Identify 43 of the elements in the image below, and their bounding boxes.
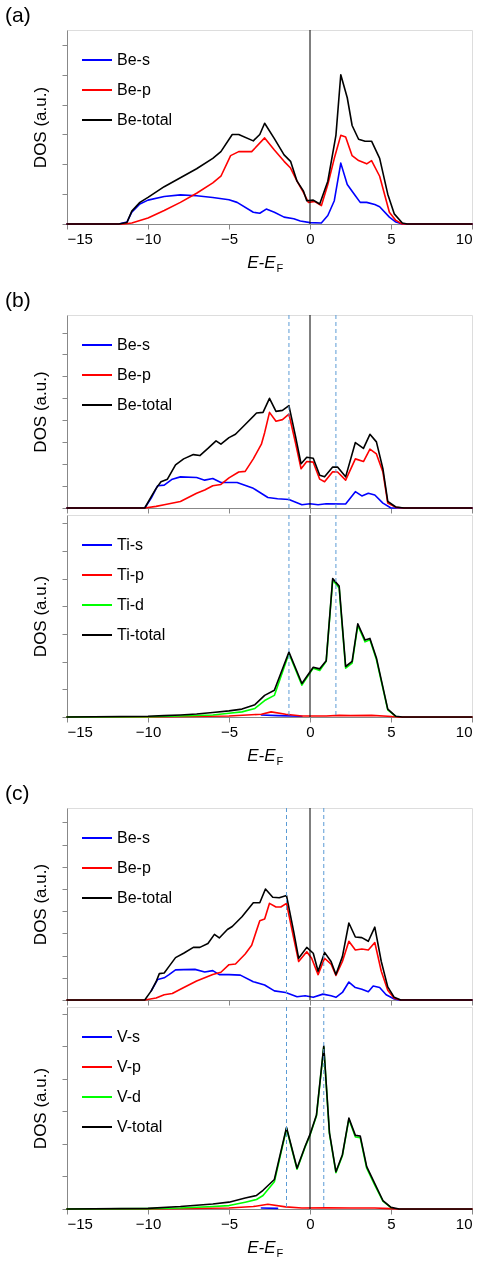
- legend-label: V-s: [117, 1028, 141, 1045]
- x-tick-label: −5: [220, 722, 239, 740]
- legend-label: Ti-p: [117, 566, 145, 583]
- x-tick-label: 10: [455, 229, 473, 247]
- legend-label: Be-total: [117, 111, 173, 128]
- legend-label: Ti-total: [117, 626, 166, 643]
- x-tick-label: −5: [220, 1214, 239, 1232]
- legend-label: Be-total: [117, 396, 173, 413]
- x-tick-label: −10: [135, 229, 162, 247]
- x-tick-label: −15: [67, 1214, 93, 1232]
- legend-label: Be-s: [117, 336, 150, 353]
- x-tick-label: 0: [306, 229, 315, 247]
- chart-title: (c): [5, 780, 30, 804]
- x-tick-label: −15: [67, 722, 93, 740]
- chart-title: (a): [5, 2, 31, 26]
- x-tick-label: −10: [135, 1214, 162, 1232]
- chart-title: (b): [5, 287, 31, 311]
- legend-label: Be-p: [117, 859, 151, 876]
- legend-label: V-d: [117, 1088, 142, 1105]
- legend-label: V-total: [117, 1118, 163, 1135]
- y-axis-title: DOS (a.u.): [31, 575, 50, 658]
- legend-label: Be-p: [117, 366, 151, 383]
- x-tick-label: −5: [220, 229, 239, 247]
- x-tick-label: −10: [135, 722, 162, 740]
- x-tick-label: 0: [306, 722, 315, 740]
- legend-label: V-p: [117, 1058, 142, 1075]
- y-axis-title: DOS (a.u.): [31, 371, 50, 453]
- legend-label: Ti-s: [117, 536, 144, 553]
- y-axis-title: DOS (a.u.): [31, 86, 50, 169]
- x-tick-label: 0: [306, 1214, 315, 1232]
- legend-label: Be-s: [117, 51, 150, 68]
- y-axis-title: DOS (a.u.): [31, 863, 50, 946]
- x-tick-label: 5: [387, 229, 396, 247]
- x-tick-label: 5: [387, 1214, 396, 1232]
- x-tick-label: 5: [387, 722, 396, 740]
- x-tick-label: 10: [455, 1214, 473, 1232]
- legend-label: Be-s: [117, 829, 150, 846]
- legend-label: Ti-d: [117, 596, 144, 613]
- legend-label: Be-p: [117, 81, 151, 98]
- y-axis-title: DOS (a.u.): [31, 1067, 50, 1150]
- x-tick-label: −15: [67, 229, 93, 247]
- legend-label: Be-total: [117, 889, 173, 906]
- x-tick-label: 10: [455, 722, 473, 740]
